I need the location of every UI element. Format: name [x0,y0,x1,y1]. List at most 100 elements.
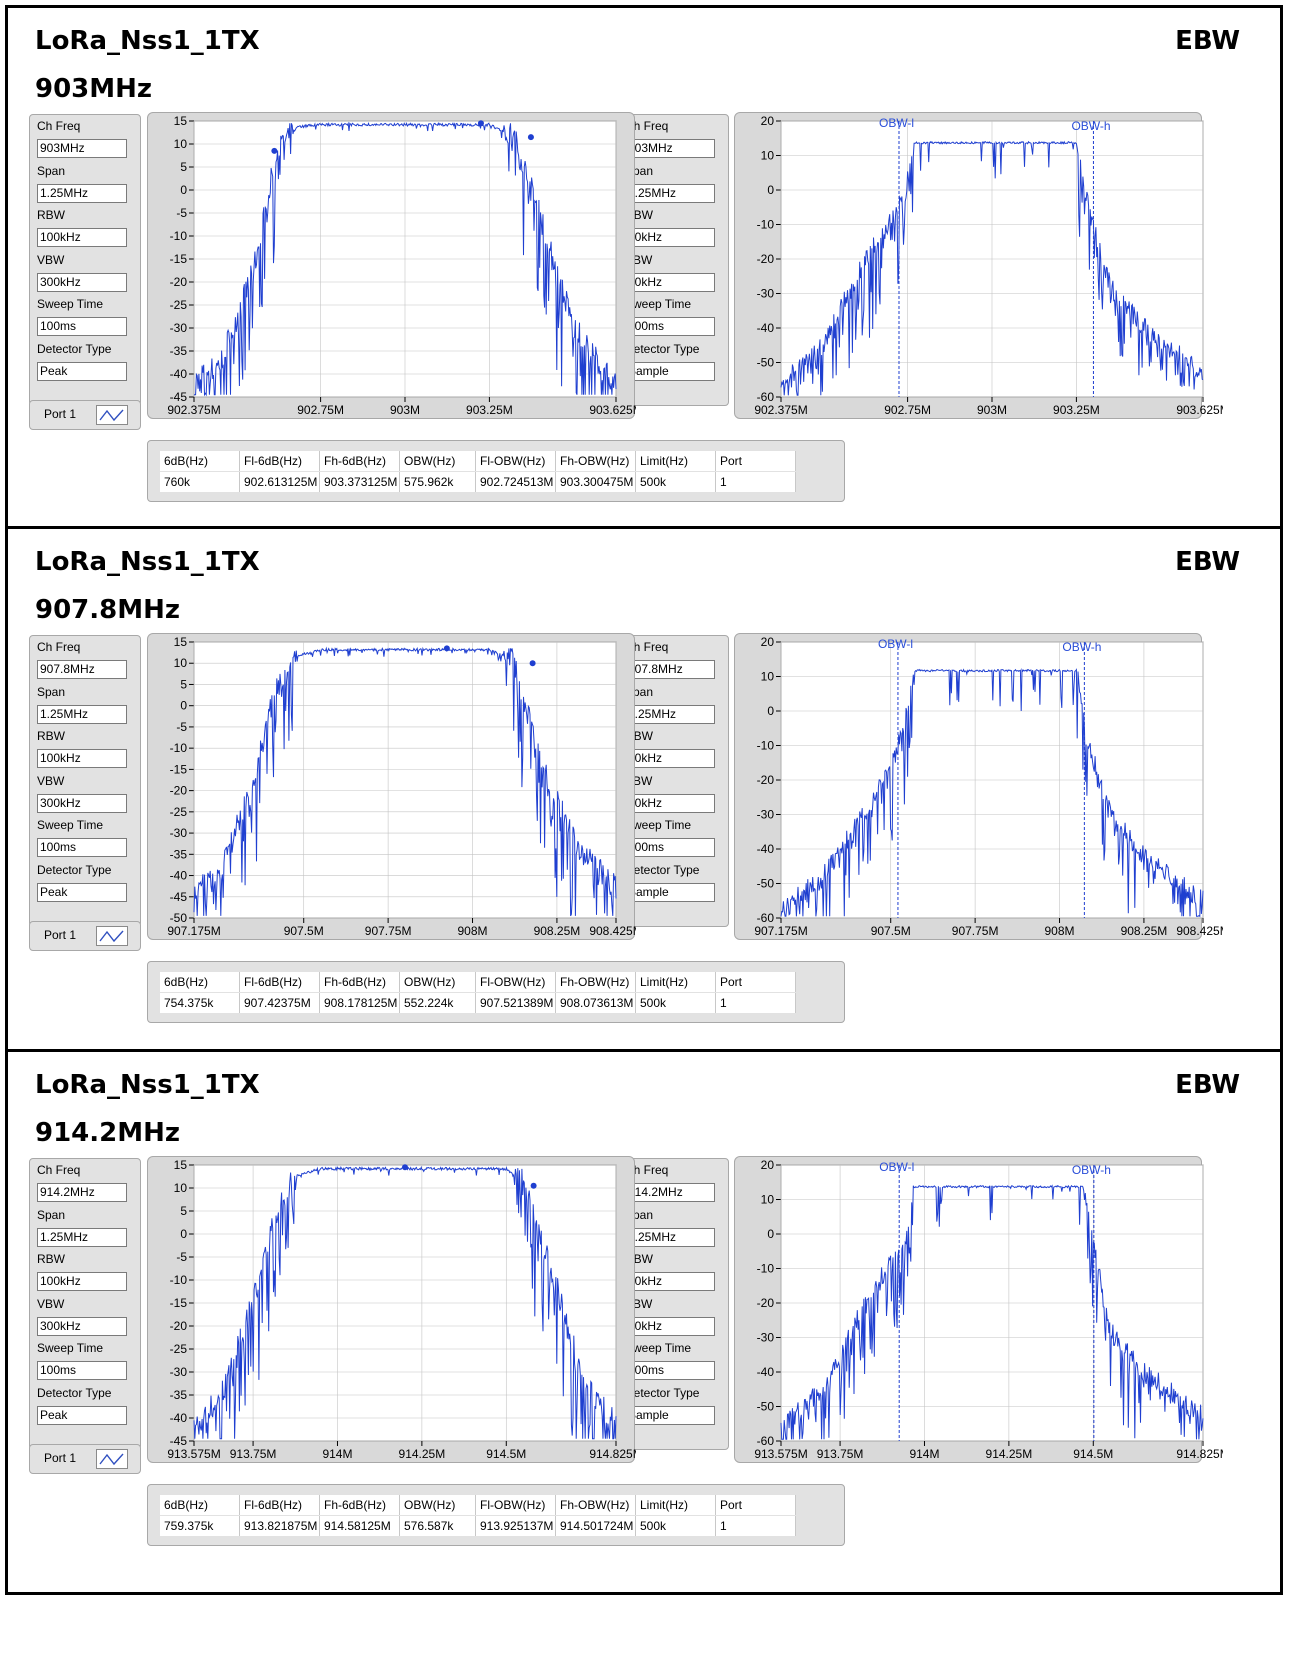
table-value-cell[interactable]: 760k [160,472,240,492]
table-header-cell: Fh-OBW(Hz) [556,972,636,992]
y-tick-label: 0 [180,699,187,713]
table-value-cell[interactable]: 908.178125M [320,993,400,1013]
table-value-cell[interactable]: 914.58125M [320,1516,400,1536]
table-value-cell[interactable]: 1 [716,472,796,492]
setting-value-sweep[interactable]: 100ms [37,838,127,857]
setting-value-span[interactable]: 1.25MHz [625,1227,715,1247]
x-tick-label: 914.5M [486,1447,526,1461]
setting-value-sweep[interactable]: 100ms [625,1361,715,1380]
setting-value-rbw[interactable]: 10kHz [625,228,715,247]
setting-value-sweep[interactable]: 100ms [37,1361,127,1380]
setting-value-ch-freq[interactable]: 907.8MHz [625,660,715,679]
table-header-cell: OBW(Hz) [400,1495,476,1515]
x-tick-label: 914M [909,1447,939,1461]
table-value-cell[interactable]: 576.587k [400,1516,476,1536]
trace-graph-icon[interactable] [96,1449,128,1469]
setting-value-vbw[interactable]: 30kHz [625,1316,715,1336]
y-tick-label: -10 [757,739,775,753]
table-value-cell[interactable]: 913.821875M [240,1516,320,1536]
table-value-cell[interactable]: 903.373125M [320,472,400,492]
y-tick-label: -40 [170,1411,188,1425]
setting-value-span[interactable]: 1.25MHz [625,704,715,724]
setting-value-vbw[interactable]: 30kHz [625,793,715,813]
table-value-cell[interactable]: 907.42375M [240,993,320,1013]
setting-value-sweep[interactable]: 100ms [625,838,715,857]
y-tick-label: -20 [757,252,775,266]
table-header-cell: 6dB(Hz) [160,972,240,992]
setting-value-ch-freq[interactable]: 903MHz [625,139,715,158]
y-tick-label: -60 [757,911,775,925]
table-value-cell[interactable]: 759.375k [160,1516,240,1536]
table-value-cell[interactable]: 902.724513M [476,472,556,492]
setting-value-detector[interactable]: Sample [625,882,715,902]
setting-value-vbw[interactable]: 300kHz [37,272,127,292]
setting-value-span[interactable]: 1.25MHz [37,1227,127,1247]
setting-value-rbw[interactable]: 100kHz [37,749,127,768]
setting-value-ch-freq[interactable]: 903MHz [37,139,127,158]
setting-label-ch-freq: Ch Freq [625,640,669,654]
setting-value-ch-freq[interactable]: 914.2MHz [625,1183,715,1202]
setting-value-rbw[interactable]: 100kHz [37,228,127,247]
table-value-cell[interactable]: 575.962k [400,472,476,492]
setting-value-sweep[interactable]: 100ms [37,317,127,336]
setting-value-rbw[interactable]: 10kHz [625,1272,715,1291]
table-value-cell[interactable]: 913.925137M [476,1516,556,1536]
channel-frequency-heading: 914.2MHz [35,1118,181,1148]
setting-value-detector[interactable]: Peak [37,361,127,381]
y-tick-label: -45 [170,1434,188,1448]
marker-point [529,660,536,667]
setting-value-ch-freq[interactable]: 914.2MHz [37,1183,127,1202]
x-tick-label: 903.25M [1053,403,1100,417]
setting-value-detector[interactable]: Sample [625,1405,715,1425]
y-tick-label: -30 [170,1365,188,1379]
table-value-cell[interactable]: 500k [636,472,716,492]
table-header-cell: Limit(Hz) [636,972,716,992]
channel-frequency-heading: 903MHz [35,74,153,104]
table-value-cell[interactable]: 903.300475M [556,472,636,492]
setting-value-detector[interactable]: Peak [37,1405,127,1425]
setting-value-rbw[interactable]: 10kHz [625,749,715,768]
setting-value-span[interactable]: 1.25MHz [625,183,715,203]
table-value-cell[interactable]: 907.521389M [476,993,556,1013]
setting-value-span[interactable]: 1.25MHz [37,704,127,724]
port-selector[interactable]: Port 1 [29,1444,141,1474]
table-value-cell[interactable]: 1 [716,1516,796,1536]
x-tick-label: 902.75M [297,403,344,417]
table-value-cell[interactable]: 552.224k [400,993,476,1013]
table-value-cell[interactable]: 902.613125M [240,472,320,492]
table-value-cell[interactable]: 500k [636,993,716,1013]
setting-value-detector[interactable]: Sample [625,361,715,381]
setting-value-span[interactable]: 1.25MHz [37,183,127,203]
setting-value-vbw[interactable]: 300kHz [37,1316,127,1336]
peak-spectrum-graph: 15 10 5 0 -5 -10 -15 -20 -25 -30 -35 -40 -45 913.575M… [147,1156,636,1463]
x-tick-label: 907.75M [952,924,999,938]
setting-value-sweep[interactable]: 100ms [625,317,715,336]
port-selector[interactable]: Port 1 [29,400,141,430]
port-selector[interactable]: Port 1 [29,921,141,951]
table-value-cell[interactable]: 1 [716,993,796,1013]
table-value-cell[interactable]: 908.073613M [556,993,636,1013]
results-table: 6dB(Hz) 760k Fl-6dB(Hz) 902.613125M Fh-6dB(H… [147,440,845,502]
table-value-cell[interactable]: 914.501724M [556,1516,636,1536]
spectrum-trace [780,140,1204,396]
setting-value-rbw[interactable]: 100kHz [37,1272,127,1291]
x-tick-label: 903M [977,403,1007,417]
setting-value-ch-freq[interactable]: 907.8MHz [37,660,127,679]
x-tick-label: 913.575M [754,1447,807,1461]
x-tick-label: 913.575M [167,1447,220,1461]
setting-value-vbw[interactable]: 30kHz [625,272,715,292]
setting-value-detector[interactable]: Peak [37,882,127,902]
obw-spectrum-graph: 20 10 0 -10 -20 -30 -40 -50 -60 907.175M 907.5M 907… [734,633,1223,940]
table-value-cell[interactable]: 500k [636,1516,716,1536]
y-tick-label: -20 [757,1296,775,1310]
x-tick-label: 914M [322,1447,352,1461]
trace-graph-icon[interactable] [96,405,128,425]
setting-value-vbw[interactable]: 300kHz [37,793,127,813]
left-settings-panel: Ch Freq 907.8MHz Span 1.25MHz RBW 100kHz VBW 30… [29,635,141,927]
x-tick-label: 902.375M [167,403,220,417]
y-tick-label: 15 [174,114,188,128]
obw-low-label: OBW-l [879,1160,914,1174]
trace-graph-icon[interactable] [96,926,128,946]
table-value-cell[interactable]: 754.375k [160,993,240,1013]
y-tick-label: 10 [761,670,775,684]
